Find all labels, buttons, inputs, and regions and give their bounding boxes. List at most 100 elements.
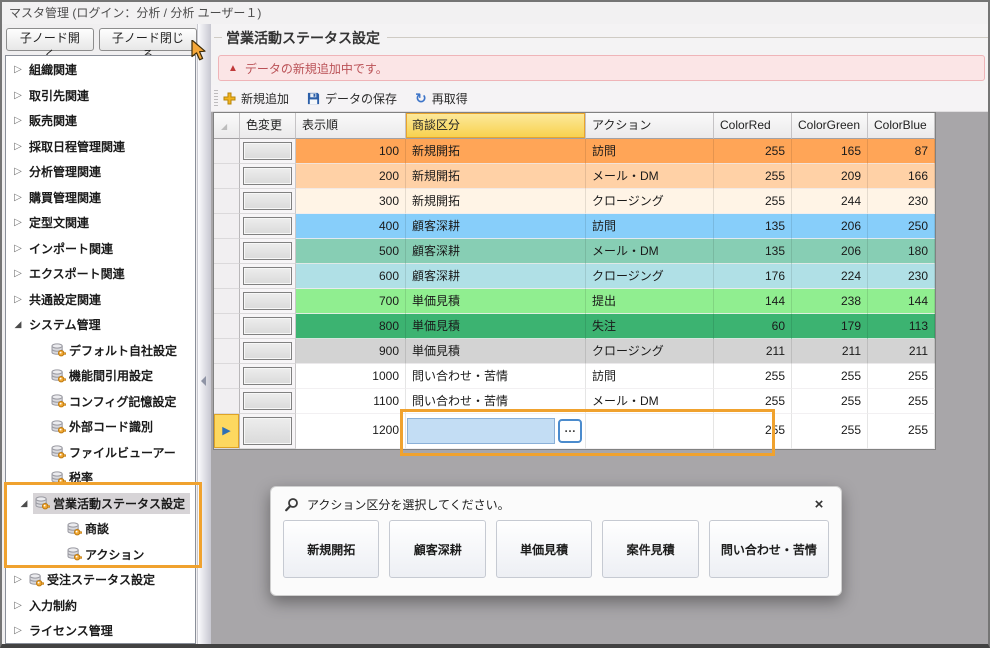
splitter-collapse-icon[interactable] — [201, 376, 206, 386]
tree-item[interactable]: ▷ インポート関連 — [6, 236, 195, 262]
colorgreen-cell[interactable]: 179 — [792, 314, 868, 339]
category-editor-input[interactable] — [407, 418, 555, 444]
expander-icon[interactable]: ▷ — [14, 268, 22, 280]
tree-item-body[interactable]: システム管理 — [27, 314, 106, 335]
row-selector[interactable] — [214, 364, 240, 389]
color-change-button[interactable] — [243, 267, 292, 285]
category-cell[interactable]: 単価見積 — [406, 314, 586, 339]
color-change-button[interactable] — [243, 417, 292, 445]
expander-icon[interactable]: ◢ — [14, 319, 22, 330]
tree-item-body[interactable]: 税率 — [49, 467, 98, 488]
dialog-option-button[interactable]: 単価見積 — [495, 520, 593, 578]
colorred-cell[interactable]: 255 — [714, 389, 792, 414]
expander-icon[interactable]: ▷ — [14, 64, 22, 76]
order-cell[interactable]: 1000 — [296, 364, 406, 389]
colorblue-cell[interactable]: 87 — [868, 139, 935, 164]
color-change-button[interactable] — [243, 317, 292, 335]
category-cell[interactable]: 単価見積 — [406, 289, 586, 314]
tree-item[interactable]: ◢ システム管理 — [6, 312, 195, 338]
column-header-表示順[interactable]: 表示順 — [296, 113, 406, 139]
order-cell[interactable]: 700 — [296, 289, 406, 314]
toolbar-button-add[interactable]: 新規追加 — [223, 90, 289, 107]
colorgreen-cell[interactable]: 255 — [792, 364, 868, 389]
column-header-ColorRed[interactable]: ColorRed — [714, 113, 792, 139]
order-cell[interactable]: 400 — [296, 214, 406, 239]
tree-item-body[interactable]: インポート関連 — [27, 238, 118, 259]
colorblue-cell[interactable]: 250 — [868, 214, 935, 239]
tree-item[interactable]: ▷ 販売関連 — [6, 108, 195, 134]
tree-item[interactable]: ▷ 取引先関連 — [6, 83, 195, 109]
action-cell[interactable]: 失注 — [586, 314, 714, 339]
expander-icon[interactable]: ◢ — [20, 497, 28, 508]
expander-icon[interactable]: ▷ — [14, 217, 22, 229]
tree-item-body[interactable]: 受注ステータス設定 — [27, 569, 160, 590]
tree-item[interactable]: 外部コード識別 — [6, 414, 195, 440]
tree-item[interactable]: 機能間引用設定 — [6, 363, 195, 389]
order-cell[interactable]: 1100 — [296, 389, 406, 414]
row-selector[interactable] — [214, 389, 240, 414]
colorgreen-cell[interactable]: 211 — [792, 339, 868, 364]
colorgreen-cell[interactable]: 165 — [792, 139, 868, 164]
column-header-商談区分[interactable]: 商談区分 — [406, 113, 586, 139]
tree-item-body[interactable]: 取引先関連 — [27, 85, 94, 106]
color-change-button[interactable] — [243, 392, 292, 410]
order-cell[interactable]: 300 — [296, 189, 406, 214]
colorred-cell[interactable]: 176 — [714, 264, 792, 289]
tree-item[interactable]: アクション — [6, 542, 195, 568]
dialog-option-button[interactable]: 新規開拓 — [283, 520, 380, 578]
colorred-cell[interactable]: 255 — [714, 139, 792, 164]
row-selector[interactable] — [214, 189, 240, 214]
order-cell[interactable]: 200 — [296, 164, 406, 189]
action-cell[interactable]: メール・DM — [586, 389, 714, 414]
tree-item-body[interactable]: 定型文関連 — [27, 212, 94, 233]
category-cell[interactable]: 単価見積 — [406, 339, 586, 364]
tree-item-body[interactable]: 機能間引用設定 — [49, 365, 158, 386]
expander-icon[interactable]: ▷ — [14, 89, 22, 101]
tree-item-body[interactable]: 営業活動ステータス設定 — [33, 492, 191, 514]
colorred-cell[interactable]: 255 — [714, 364, 792, 389]
row-selector[interactable] — [214, 314, 240, 339]
action-cell[interactable]: 提出 — [586, 289, 714, 314]
order-cell[interactable]: 1200 — [296, 414, 406, 449]
tree-item[interactable]: ▷ 採取日程管理関連 — [6, 134, 195, 160]
expander-icon[interactable]: ▷ — [14, 574, 22, 586]
action-cell[interactable]: 訪問 — [586, 364, 714, 389]
tree-item[interactable]: ▷ 組織関連 — [6, 57, 195, 83]
order-cell[interactable]: 900 — [296, 339, 406, 364]
toolbar-button-save[interactable]: データの保存 — [307, 90, 397, 107]
tree-item-body[interactable]: コンフィグ記憶設定 — [49, 391, 181, 412]
colorblue-cell[interactable]: 255 — [868, 414, 935, 449]
toolbar-button-refresh[interactable]: ↻ 再取得 — [415, 90, 468, 107]
expander-icon[interactable]: ▷ — [14, 625, 22, 637]
tree-item[interactable]: ▷ 受注ステータス設定 — [6, 567, 195, 593]
action-cell[interactable]: クロージング — [586, 339, 714, 364]
column-header-ColorBlue[interactable]: ColorBlue — [868, 113, 935, 139]
category-cell[interactable]: 顧客深耕 — [406, 239, 586, 264]
tree-item[interactable]: ▷ ライセンス管理 — [6, 618, 195, 643]
tree-item[interactable]: ▷ 分析管理関連 — [6, 159, 195, 185]
colorgreen-cell[interactable]: 255 — [792, 389, 868, 414]
category-cell[interactable]: 新規開拓 — [406, 189, 586, 214]
order-cell[interactable]: 100 — [296, 139, 406, 164]
tree-item-body[interactable]: エクスポート関連 — [27, 263, 130, 284]
tree-item-body[interactable]: 共通設定関連 — [27, 289, 106, 310]
category-cell[interactable]: 新規開拓 — [406, 164, 586, 189]
colorgreen-cell[interactable]: 209 — [792, 164, 868, 189]
order-cell[interactable]: 800 — [296, 314, 406, 339]
color-change-button[interactable] — [243, 192, 292, 210]
colorblue-cell[interactable]: 255 — [868, 364, 935, 389]
tree-item[interactable]: 税率 — [6, 465, 195, 491]
color-change-button[interactable] — [243, 367, 292, 385]
colorred-cell[interactable]: 255 — [714, 414, 792, 449]
row-selector[interactable] — [214, 214, 240, 239]
colorblue-cell[interactable]: 166 — [868, 164, 935, 189]
tree-item[interactable]: ▷ エクスポート関連 — [6, 261, 195, 287]
tree-item[interactable]: 商談 — [6, 516, 195, 542]
colorred-cell[interactable]: 135 — [714, 214, 792, 239]
expander-icon[interactable]: ▷ — [14, 293, 22, 305]
row-selector[interactable] — [214, 164, 240, 189]
tree-item[interactable]: デフォルト自社設定 — [6, 338, 195, 364]
tree-item[interactable]: ◢ 営業活動ステータス設定 — [6, 491, 195, 517]
action-cell[interactable]: クロージング — [586, 189, 714, 214]
tree-item-body[interactable]: ライセンス管理 — [27, 620, 118, 641]
